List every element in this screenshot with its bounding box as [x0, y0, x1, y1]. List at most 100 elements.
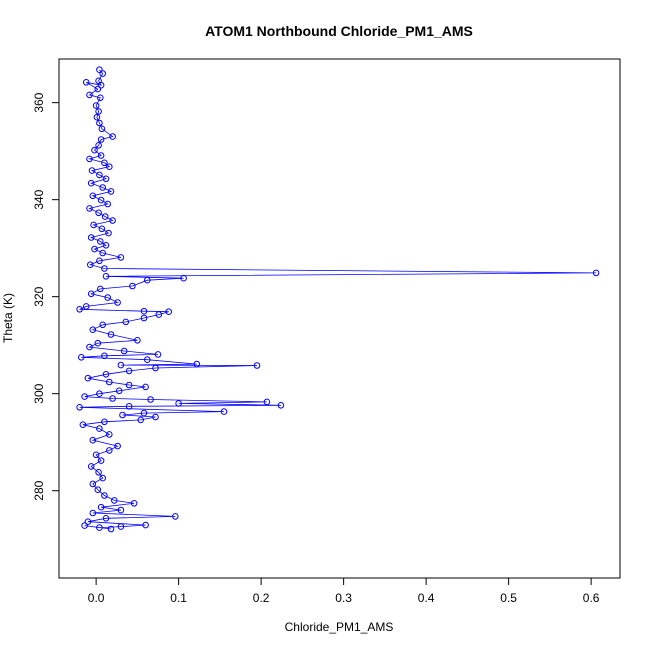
data-point: [592, 269, 600, 277]
data-point: [97, 238, 104, 245]
data-point: [111, 497, 118, 504]
data-point: [119, 411, 126, 419]
data-point: [99, 70, 106, 77]
data-point: [94, 339, 102, 347]
data-point: [97, 81, 105, 89]
x-tick-label: 0.6: [583, 591, 600, 605]
data-point: [88, 167, 96, 174]
data-point: [98, 125, 106, 133]
data-point: [140, 409, 148, 417]
data-point: [79, 421, 87, 429]
data-point: [106, 163, 113, 170]
data-point: [94, 486, 102, 494]
data-point: [140, 314, 148, 322]
data-point: [130, 500, 138, 507]
data-point: [89, 192, 97, 200]
data-point: [102, 371, 110, 378]
data-point: [96, 119, 103, 127]
data-point: [147, 396, 154, 403]
data-point: [107, 331, 115, 338]
x-tick-label: 0.2: [253, 591, 270, 605]
data-point: [76, 306, 83, 313]
data-point: [142, 383, 149, 391]
data-point: [86, 343, 93, 351]
x-tick-label: 0.3: [335, 591, 352, 605]
data-point: [109, 395, 116, 402]
data-point: [101, 492, 108, 499]
data-point: [142, 521, 149, 529]
data-point: [263, 398, 271, 406]
data-point: [89, 436, 97, 444]
data-point: [94, 85, 102, 93]
chart-title: ATOM1 Northbound Chloride_PM1_AMS: [205, 23, 473, 39]
data-point: [102, 515, 110, 522]
data-point: [102, 273, 110, 280]
data-point: [92, 102, 100, 109]
y-axis-label: Theta (K): [1, 293, 15, 343]
data-point: [101, 352, 108, 360]
data-point: [134, 337, 141, 344]
data-point: [140, 307, 148, 315]
data-point: [120, 347, 128, 355]
data-point: [101, 418, 108, 426]
data-point: [152, 364, 159, 372]
data-point: [95, 142, 102, 149]
data-point: [106, 431, 113, 438]
data-point: [97, 94, 104, 102]
data-point: [117, 361, 125, 369]
data-point: [154, 351, 162, 358]
x-axis: 0.0 0.1 0.2 0.3 0.4 0.5 0.6: [88, 577, 600, 605]
y-tick-label: 340: [32, 189, 46, 209]
data-point: [96, 425, 103, 432]
data-point: [117, 523, 125, 530]
data-point: [180, 274, 187, 282]
data-point: [81, 393, 88, 400]
data-point: [137, 416, 144, 424]
y-tick-label: 360: [32, 92, 46, 112]
x-tick-label: 0.4: [418, 591, 435, 605]
data-point: [253, 362, 261, 369]
data-point: [175, 400, 182, 407]
data-point: [155, 311, 163, 318]
data-point: [102, 175, 110, 183]
y-tick-label: 320: [32, 286, 46, 306]
x-axis-label: Chloride_PM1_AMS: [285, 620, 394, 634]
data-point: [165, 308, 172, 316]
data-point: [144, 276, 151, 284]
data-point: [277, 402, 285, 409]
data-point: [107, 525, 115, 533]
data-point: [97, 136, 105, 143]
data-point: [101, 265, 108, 272]
data-point: [96, 257, 103, 265]
data-point: [106, 447, 113, 454]
data-point: [93, 113, 101, 121]
data-point: [84, 518, 92, 526]
data-point: [91, 245, 98, 253]
data-point: [87, 261, 94, 269]
data-point: [193, 360, 201, 368]
data-point: [95, 209, 102, 217]
data-point: [87, 179, 95, 187]
data-point: [87, 290, 95, 298]
data-point: [114, 299, 121, 306]
data-point: [117, 254, 125, 261]
data-point: [89, 326, 97, 334]
x-tick-label: 0.1: [170, 591, 187, 605]
data-point: [89, 509, 97, 517]
data-point: [101, 159, 108, 167]
data-point: [107, 188, 115, 195]
data-point: [91, 146, 98, 154]
data-point: [97, 285, 104, 293]
data-point: [82, 303, 90, 310]
data-point: [109, 217, 116, 224]
data-point: [129, 282, 136, 290]
data-point: [122, 318, 130, 326]
data-point: [87, 234, 95, 241]
data-point: [82, 79, 90, 86]
data-point: [115, 387, 123, 395]
data-point: [99, 474, 106, 482]
data-point: [144, 356, 151, 364]
data-point: [76, 404, 83, 411]
data-point: [96, 171, 103, 179]
